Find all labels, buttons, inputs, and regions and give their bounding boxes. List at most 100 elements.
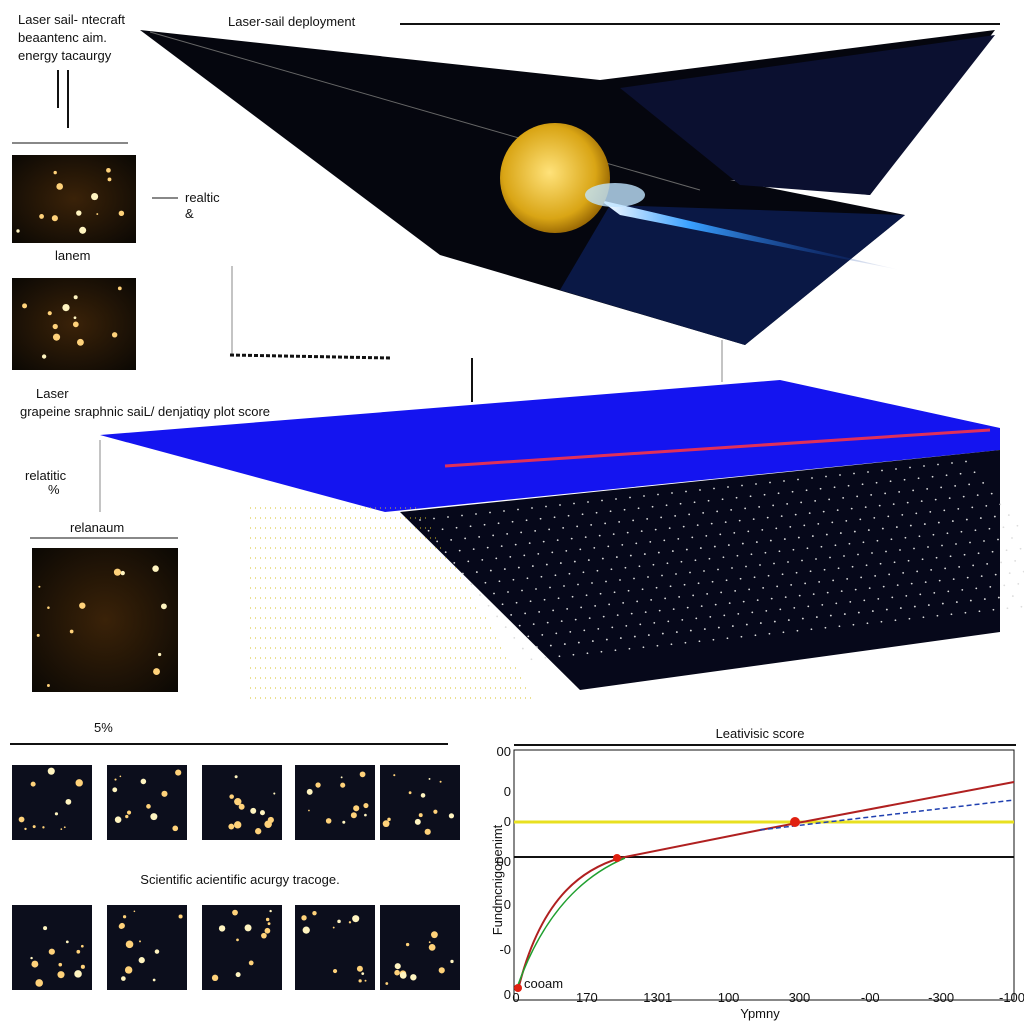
dot	[669, 585, 672, 588]
dot	[495, 557, 498, 560]
dot	[793, 606, 796, 609]
dot	[1006, 607, 1009, 610]
dot	[560, 620, 563, 623]
label: %	[48, 482, 60, 497]
star	[269, 909, 272, 913]
dot	[932, 533, 935, 536]
star	[348, 921, 352, 924]
dot	[896, 584, 899, 587]
dot	[738, 519, 741, 522]
dot	[735, 496, 738, 499]
dot	[842, 497, 845, 499]
glow	[585, 183, 645, 207]
label: lanem	[55, 248, 90, 263]
dot	[840, 590, 843, 593]
dot	[542, 540, 545, 543]
dot	[726, 637, 729, 640]
dot	[758, 506, 761, 508]
dot	[481, 558, 484, 561]
thumbnail	[32, 548, 178, 692]
dot	[737, 612, 740, 615]
dot	[682, 525, 685, 528]
dot	[961, 588, 964, 591]
dot	[927, 604, 930, 606]
dot	[517, 566, 520, 569]
dot	[907, 559, 910, 562]
star	[62, 303, 70, 312]
dot	[546, 621, 549, 624]
dot	[931, 475, 934, 478]
dot	[609, 510, 612, 513]
dot	[943, 509, 946, 512]
header-line: Laser sail- ntecraft	[18, 12, 125, 27]
dot	[582, 571, 585, 574]
star	[264, 820, 272, 829]
edge	[149, 31, 701, 191]
label: realtic	[185, 190, 220, 205]
x-tick-label: -100	[999, 990, 1024, 1005]
star	[120, 570, 125, 576]
star	[51, 215, 58, 222]
label: Laser	[36, 386, 69, 401]
star	[234, 821, 242, 829]
dot	[891, 596, 894, 599]
point	[790, 817, 800, 827]
dot	[826, 591, 829, 594]
star	[394, 969, 400, 976]
dot	[973, 471, 976, 474]
star	[73, 316, 77, 320]
star	[261, 932, 267, 939]
dot	[986, 563, 989, 565]
thumbnail	[107, 905, 187, 990]
dot	[904, 536, 907, 539]
dot	[691, 536, 694, 539]
star	[140, 778, 147, 785]
dot	[496, 615, 499, 618]
dot	[1017, 582, 1020, 585]
dot	[671, 550, 674, 552]
dot	[591, 582, 593, 584]
dot	[812, 593, 815, 596]
star	[160, 603, 167, 610]
star	[259, 810, 265, 816]
dot	[625, 624, 628, 627]
dot	[1007, 514, 1010, 516]
dot	[913, 605, 916, 608]
star	[248, 960, 254, 966]
dot	[838, 625, 841, 628]
dot	[919, 593, 922, 596]
dot	[721, 498, 724, 501]
dot	[835, 602, 838, 605]
dot	[627, 589, 630, 592]
star	[36, 633, 40, 637]
dot	[983, 598, 986, 600]
star	[385, 982, 389, 985]
dot	[486, 546, 489, 549]
dot	[713, 545, 716, 548]
dot	[748, 588, 751, 591]
dot	[921, 558, 924, 561]
dot	[566, 608, 569, 610]
dot	[979, 517, 982, 519]
dot	[974, 529, 977, 532]
dot	[572, 653, 575, 656]
dot	[521, 589, 523, 592]
dot	[965, 460, 967, 463]
thumbnail	[295, 905, 375, 990]
dot	[608, 603, 611, 606]
star	[52, 333, 61, 341]
star	[428, 943, 436, 951]
dot	[865, 564, 868, 567]
dot	[672, 608, 675, 611]
star	[65, 801, 68, 804]
dot	[895, 468, 897, 470]
dot	[806, 547, 809, 550]
star	[363, 802, 369, 809]
dot	[992, 608, 995, 611]
dot	[866, 622, 869, 625]
dot	[436, 540, 439, 543]
dot	[846, 578, 849, 580]
dot	[852, 623, 855, 626]
star	[30, 956, 33, 960]
dot	[512, 578, 515, 581]
